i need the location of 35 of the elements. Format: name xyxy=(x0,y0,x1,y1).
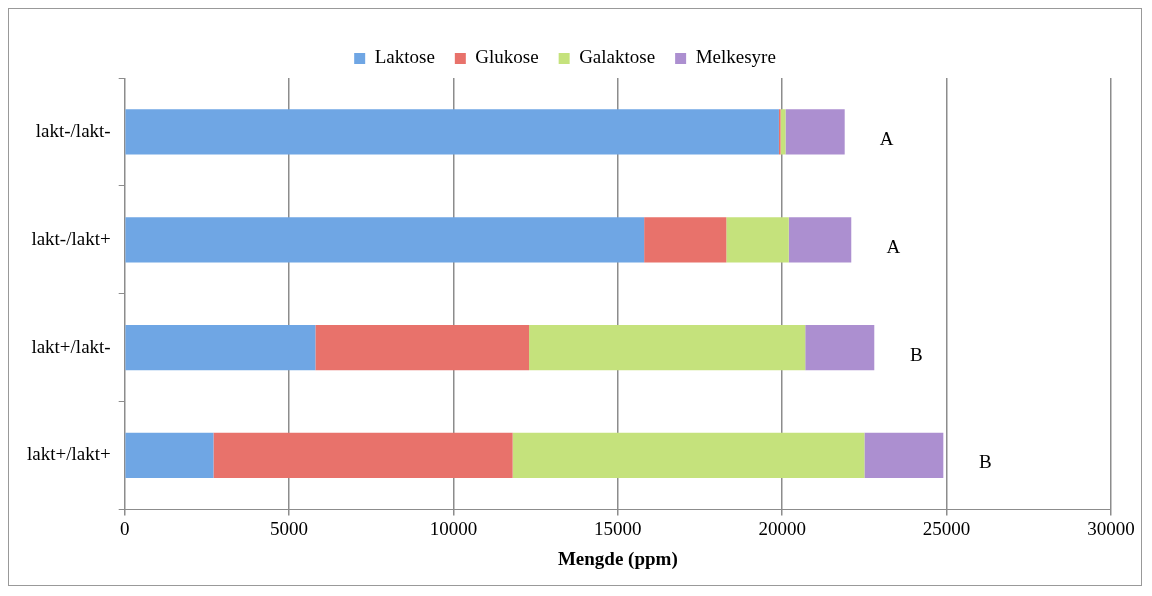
annotation: A xyxy=(886,235,901,257)
bar xyxy=(805,324,875,371)
bar xyxy=(726,217,789,263)
y-tick-label: lakt-/lakt+ xyxy=(31,227,111,249)
bar xyxy=(529,324,806,371)
x-tick-label: 5000 xyxy=(270,517,309,539)
bar xyxy=(644,217,727,263)
y-tick-label: lakt+/lakt+ xyxy=(26,443,111,465)
legend-label: Glukose xyxy=(475,46,539,68)
x-tick-label: 30000 xyxy=(1087,517,1135,539)
legend-label: Melkesyre xyxy=(695,46,776,68)
legend-label: Laktose xyxy=(374,46,435,68)
bar xyxy=(785,109,845,155)
x-tick-label: 20000 xyxy=(758,517,806,539)
bar xyxy=(125,217,645,263)
annotation: B xyxy=(978,451,992,473)
annotation: B xyxy=(909,343,923,365)
x-tick-label: 15000 xyxy=(594,517,642,539)
y-tick-label: lakt+/lakt- xyxy=(31,335,111,357)
bar xyxy=(788,217,852,263)
bar xyxy=(125,432,214,479)
x-tick-label: 25000 xyxy=(922,517,971,539)
bar xyxy=(213,432,513,479)
bar xyxy=(125,109,779,155)
x-tick-label: 10000 xyxy=(429,517,478,539)
bar xyxy=(864,432,944,479)
bar xyxy=(315,324,530,371)
x-axis-title: Mengde (ppm) xyxy=(557,547,678,570)
bar xyxy=(780,109,786,155)
annotation: A xyxy=(879,127,894,149)
legend-label: Galaktose xyxy=(579,46,656,68)
bar xyxy=(125,324,316,371)
x-tick-label: 0 xyxy=(119,517,130,539)
y-tick-label: lakt-/lakt- xyxy=(35,119,111,141)
bar xyxy=(512,432,865,479)
